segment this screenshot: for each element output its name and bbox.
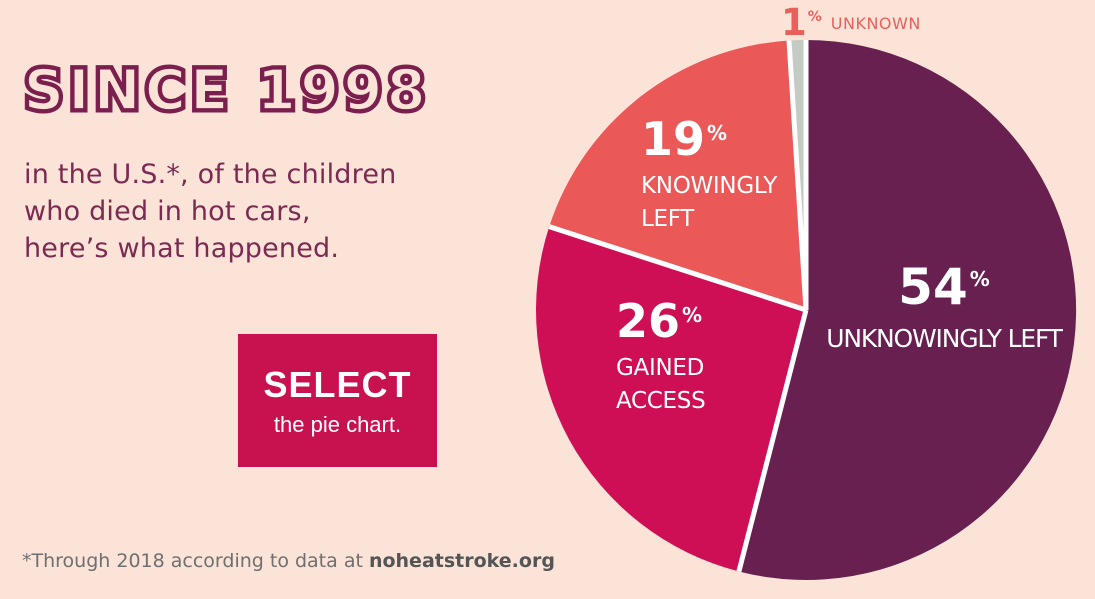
slice-value-unknown: 1 <box>781 1 807 44</box>
slice-label-knowingly-left: 19 % KNOWINGLY LEFT <box>641 116 777 236</box>
slice-value-unknowingly-left: 54 % <box>898 258 990 316</box>
footnote: *Through 2018 according to data at nohea… <box>22 550 555 572</box>
footnote-text: *Through 2018 according to data at <box>22 550 369 572</box>
slice-label-gained-access: 26 % GAINED ACCESS <box>616 294 706 418</box>
select-button-subtitle: the pie chart. <box>273 411 402 437</box>
select-button-title: SELECT <box>263 363 412 405</box>
slice-value-knowingly-left: 19 % <box>641 112 728 166</box>
percent-sign: % <box>807 9 822 25</box>
slice-value-gained-access: 26 % <box>616 294 703 348</box>
percent-sign: % <box>682 303 703 327</box>
slice-name-unknowingly-left: UNKNOWINGLY LEFT <box>826 324 1063 353</box>
pie-slice-unknowingly-left[interactable] <box>738 39 1077 580</box>
slice-name-knowingly-left: KNOWINGLY LEFT <box>641 173 778 232</box>
select-pie-button[interactable]: SELECT the pie chart. <box>238 334 437 467</box>
headline: SINCE 1998 SINCE 1998 <box>20 56 431 124</box>
pie-slice-gained-access[interactable] <box>536 226 806 572</box>
slice-label-unknowingly-left: 54 % UNKNOWINGLY LEFT <box>808 262 1080 355</box>
percent-sign: % <box>707 121 728 145</box>
pie-separator <box>548 224 807 313</box>
pie-separator <box>736 309 809 573</box>
pie-slice-knowingly-left[interactable] <box>549 40 806 311</box>
slice-name-unknown: UNKNOWN <box>830 14 921 33</box>
footnote-source: noheatstroke.org <box>368 550 555 572</box>
callout-unknown: 1 % UNKNOWN <box>781 4 921 41</box>
percent-sign: % <box>969 267 990 291</box>
headline-text-outline: SINCE 1998 <box>20 56 431 124</box>
pie-separator <box>786 40 809 311</box>
intro-text: in the U.S.*, of the children who died i… <box>24 159 397 264</box>
slice-name-gained-access: GAINED ACCESS <box>616 355 706 414</box>
headline-text: SINCE 1998 <box>23 58 431 122</box>
